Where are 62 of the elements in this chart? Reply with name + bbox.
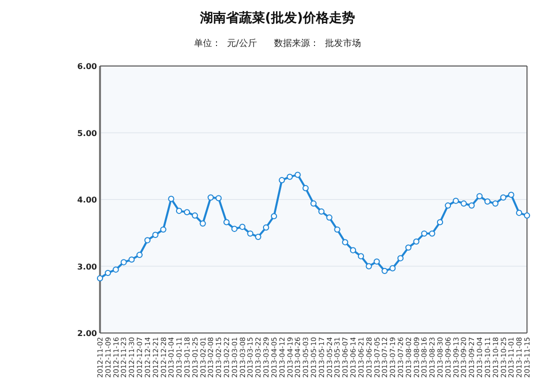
- point: [342, 239, 348, 246]
- point: [160, 226, 166, 233]
- point: [270, 213, 278, 220]
- point: [508, 192, 514, 198]
- point: [262, 224, 270, 231]
- point: [413, 238, 420, 245]
- y-tick-label: 6.00: [77, 62, 98, 71]
- point: [452, 198, 459, 204]
- point: [516, 210, 522, 216]
- point: [247, 230, 254, 237]
- point: [136, 252, 143, 258]
- point: [200, 220, 206, 227]
- point: [310, 200, 317, 207]
- chart-title: 湖南省蔬菜(批发)价格走势: [199, 10, 355, 26]
- point: [255, 234, 262, 240]
- point: [366, 263, 372, 270]
- point: [389, 265, 396, 272]
- point: [500, 194, 506, 201]
- point: [524, 212, 530, 219]
- point: [492, 200, 498, 207]
- point: [104, 270, 112, 276]
- point: [96, 275, 104, 282]
- point: [460, 200, 467, 207]
- point: [382, 268, 388, 274]
- point: [421, 230, 428, 237]
- point: [405, 244, 412, 251]
- point: [476, 193, 483, 200]
- point: [208, 194, 214, 201]
- point: [239, 224, 246, 230]
- point: [184, 209, 190, 216]
- point: [358, 253, 364, 260]
- y-tick-label: 5.00: [77, 128, 98, 138]
- point: [112, 266, 119, 273]
- point: [484, 198, 491, 205]
- point: [120, 259, 127, 266]
- point: [397, 255, 404, 262]
- point: [216, 195, 222, 202]
- chart-subtitle: 单位： 元/公斤 数据来源： 批发市场: [194, 38, 361, 49]
- point: [278, 177, 285, 184]
- point: [326, 214, 332, 221]
- point: [429, 230, 436, 237]
- point: [168, 196, 174, 202]
- point: [350, 247, 356, 254]
- point: [286, 174, 293, 180]
- point: [128, 256, 135, 263]
- point: [144, 237, 151, 244]
- point: [231, 226, 238, 232]
- y-tick-label: 3.00: [77, 262, 98, 272]
- point: [294, 172, 301, 178]
- point: [318, 208, 325, 215]
- point: [176, 208, 182, 214]
- point: [152, 232, 158, 238]
- point: [444, 202, 452, 209]
- point: [334, 226, 340, 233]
- point: [223, 219, 230, 226]
- point: [436, 219, 444, 226]
- point: [302, 185, 309, 192]
- y-tick-label: 2.00: [77, 329, 98, 338]
- y-tick-label: 4.00: [77, 196, 98, 204]
- point: [374, 258, 380, 265]
- point: [192, 212, 198, 219]
- point: [468, 202, 475, 209]
